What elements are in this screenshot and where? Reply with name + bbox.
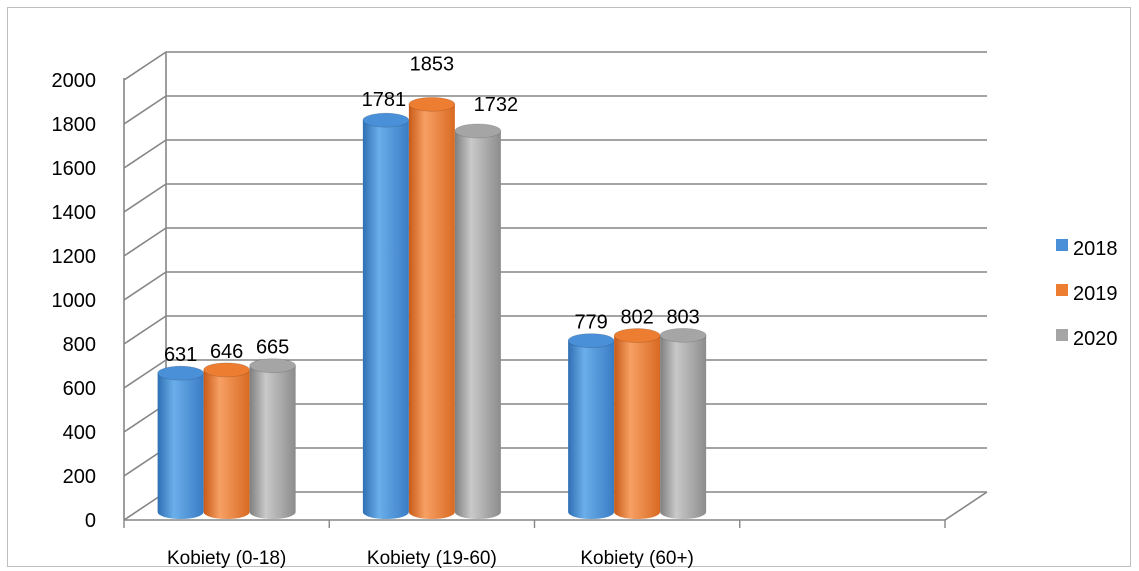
data-label: 1732 <box>474 94 519 116</box>
data-label: 802 <box>620 307 653 329</box>
data-label: 803 <box>666 306 699 328</box>
bar-cap <box>362 112 410 128</box>
bar-cap <box>659 327 707 343</box>
y-tick-label: 1800 <box>52 114 97 136</box>
legend-entry: 2020 <box>1056 328 1118 350</box>
data-label: 779 <box>574 312 607 334</box>
x-tick-label: Kobiety (19-60) <box>367 548 497 569</box>
data-label: 646 <box>210 341 243 363</box>
y-tick-label: 400 <box>63 422 96 444</box>
data-label: 1853 <box>410 53 455 75</box>
bar-body <box>568 340 615 519</box>
y-tick-label: 600 <box>63 378 96 400</box>
bar-body <box>408 104 455 519</box>
legend-swatch <box>1056 239 1068 251</box>
bar <box>613 328 661 519</box>
legend-swatch <box>1056 329 1068 341</box>
bar-body <box>203 369 250 519</box>
y-tick-label: 1000 <box>52 290 97 312</box>
bar <box>659 327 707 519</box>
y-tick-label: 1600 <box>52 158 97 180</box>
gridline <box>123 139 987 169</box>
y-tick-label: 2000 <box>52 70 97 92</box>
bar-cap <box>203 362 251 378</box>
y-tick-label: 1200 <box>52 246 97 268</box>
y-tick-label: 800 <box>63 334 96 356</box>
bar <box>408 96 456 519</box>
gridline <box>123 51 987 81</box>
legend-label: 2020 <box>1073 328 1118 350</box>
bar-cap <box>454 123 502 139</box>
legend-swatch <box>1056 284 1068 296</box>
bar-cap <box>249 358 297 374</box>
gridline <box>123 183 987 213</box>
bar <box>157 365 205 519</box>
legend-entry: 2018 <box>1056 238 1118 260</box>
floor-edge <box>944 491 988 521</box>
y-tick-label: 200 <box>63 466 96 488</box>
legend-entry: 2019 <box>1056 283 1118 305</box>
y-tick-label: 1400 <box>52 202 97 224</box>
bar-body <box>454 130 501 519</box>
data-label: 665 <box>256 337 289 359</box>
bar-cap <box>567 333 615 349</box>
bar <box>249 358 297 519</box>
bar <box>203 362 251 519</box>
x-tick-label: Kobiety (60+) <box>580 548 694 569</box>
bar-body <box>249 365 296 519</box>
bar-body <box>157 373 204 519</box>
bar-cap <box>613 328 661 343</box>
bar-body <box>362 120 409 520</box>
gridline <box>123 315 987 345</box>
gridline <box>123 95 987 125</box>
gridline <box>123 271 987 301</box>
data-label: 631 <box>164 344 197 366</box>
bar-body <box>614 335 661 519</box>
legend-label: 2018 <box>1073 238 1118 260</box>
bar <box>567 333 615 519</box>
bar-body <box>660 335 707 519</box>
x-tick-label: Kobiety (0-18) <box>167 548 286 569</box>
y-tick-label: 0 <box>85 510 96 532</box>
legend-label: 2019 <box>1073 283 1118 305</box>
bar <box>362 112 410 520</box>
bar-cap <box>157 365 205 381</box>
bar-cap <box>408 96 456 112</box>
bar <box>454 123 502 519</box>
gridline <box>123 227 987 257</box>
data-label: 1781 <box>362 89 407 111</box>
